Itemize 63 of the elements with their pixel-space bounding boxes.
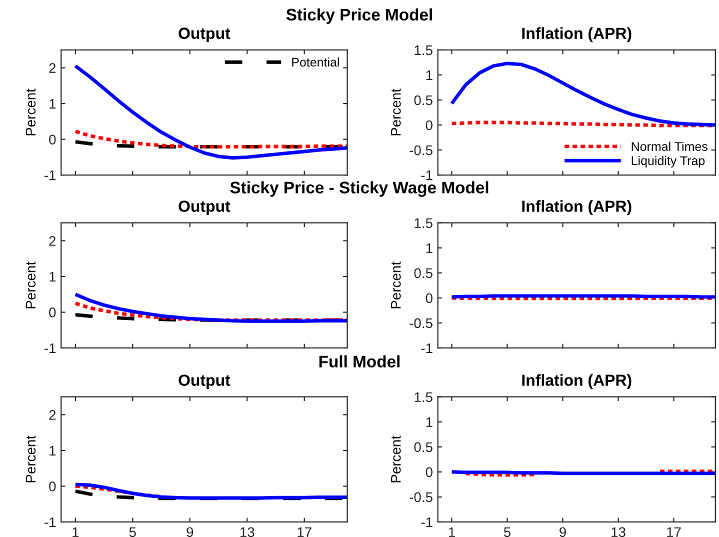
x-tick-label: 13 — [612, 527, 626, 537]
y-tick-label: 1.5 — [414, 45, 432, 56]
y-tick-label: -1 — [44, 517, 56, 527]
y-axis-title: Percent — [26, 88, 36, 136]
y-tick-label: 1 — [426, 70, 432, 80]
y-axis-title: Percent — [391, 436, 401, 482]
y-tick-label: 0.5 — [414, 95, 432, 106]
legend-label: Liquidity Trap — [632, 156, 705, 168]
chart-title: Output — [178, 200, 230, 216]
y-tick-label: 1 — [426, 243, 432, 253]
text: Full Model — [319, 355, 400, 368]
y-tick-label: 0 — [426, 467, 432, 478]
chart-title: Inflation (APR) — [522, 200, 632, 216]
line-series — [74, 482, 348, 500]
line-series — [74, 302, 348, 322]
y-tick-label: 2 — [49, 63, 56, 73]
y-tick-label: 0 — [49, 482, 56, 492]
legend-label: Potential — [292, 57, 339, 67]
x-tick-label: 1 — [448, 527, 455, 537]
chart-title: Output — [178, 28, 230, 42]
x-tick-label: 9 — [186, 527, 194, 537]
y-tick-label: 2 — [49, 410, 56, 420]
y-tick-label: 2 — [49, 236, 56, 246]
line-series — [74, 292, 348, 323]
y-tick-label: 1.5 — [414, 392, 432, 402]
x-tick-label: 5 — [504, 527, 511, 537]
y-axis-title: Percent — [26, 262, 36, 308]
text: Sticky Price - Sticky Wage Model — [230, 181, 488, 197]
y-tick-label: -0.5 — [410, 318, 432, 328]
x-tick-label: 17 — [667, 527, 681, 537]
chart-title: Output — [178, 374, 230, 390]
x-tick-label: 5 — [129, 527, 136, 537]
chart-title: Inflation (APR) — [522, 374, 632, 390]
y-tick-label: 1.5 — [414, 218, 432, 228]
y-tick-label: 0 — [426, 120, 432, 130]
line-series — [74, 130, 348, 149]
y-axis-title: Percent — [391, 88, 401, 136]
y-tick-label: -0.5 — [410, 145, 432, 156]
legend-label: Normal Times — [632, 142, 708, 151]
y-tick-label: -1 — [44, 343, 56, 354]
y-tick-label: 0.5 — [414, 268, 432, 278]
text: Sticky Price Model — [286, 8, 432, 24]
y-tick-label: 1 — [50, 272, 56, 282]
y-tick-label: 1 — [426, 417, 432, 427]
y-tick-label: 1 — [50, 99, 56, 109]
y-tick-label: 1 — [50, 446, 56, 456]
y-tick-label: -1 — [421, 343, 432, 354]
y-tick-label: -0.5 — [410, 492, 432, 502]
line-series — [450, 62, 716, 127]
y-axis-title: Percent — [391, 262, 401, 308]
y-tick-label: 0.5 — [414, 442, 432, 452]
y-tick-label: 0 — [49, 134, 56, 144]
y-tick-label: -1 — [421, 170, 432, 180]
chart-title: Inflation (APR) — [522, 27, 632, 42]
y-tick-label: -1 — [44, 170, 56, 180]
x-tick-label: 9 — [560, 527, 566, 537]
x-tick-label: 17 — [298, 527, 312, 537]
y-tick-label: 0 — [426, 293, 432, 304]
y-tick-label: 0 — [49, 308, 56, 318]
x-tick-label: 13 — [240, 527, 254, 537]
x-tick-label: 1 — [72, 527, 79, 537]
y-axis-title: Percent — [26, 436, 36, 482]
y-tick-label: -1 — [421, 517, 432, 527]
